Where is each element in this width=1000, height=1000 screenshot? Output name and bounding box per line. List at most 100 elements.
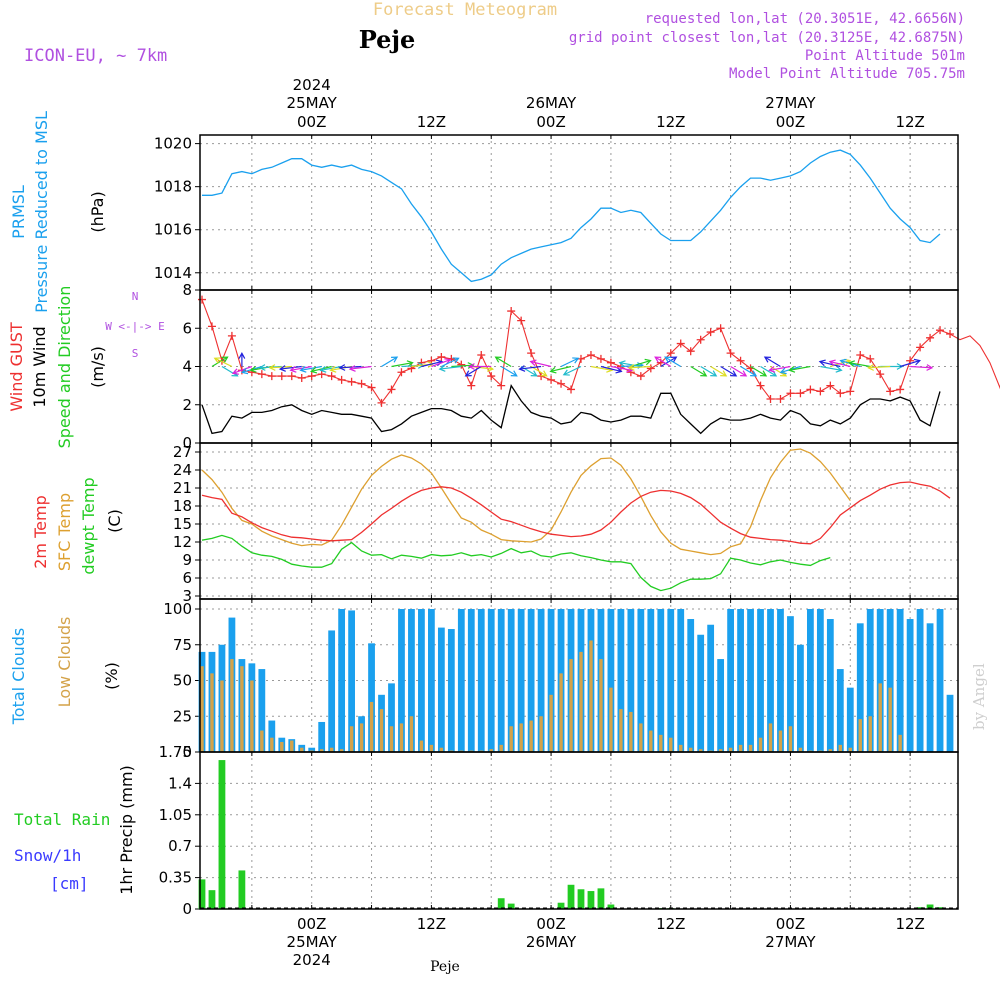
temp-ytick-label: 18 — [173, 497, 192, 515]
wind-dir-arrow — [530, 361, 552, 368]
low-cloud-bar — [230, 659, 234, 752]
model-point-altitude: Model Point Altitude 705.75m — [729, 66, 965, 82]
bottom-date-label: 27MAY — [765, 933, 816, 951]
total-cloud-bar — [797, 644, 804, 752]
gust-marker — [387, 385, 396, 394]
rain-label: Total Rain — [14, 810, 110, 829]
gust-marker — [437, 352, 446, 361]
total-cloud-bar — [916, 609, 924, 752]
gust-marker — [896, 385, 905, 394]
rain-bar — [497, 898, 505, 909]
wind-dir-arrow — [819, 361, 841, 368]
gust-marker — [716, 324, 725, 333]
wind-dir-arrow — [789, 365, 811, 371]
wind-dir-arrowhead — [730, 370, 738, 377]
wind-dir-arrowhead — [348, 365, 356, 372]
bottom-hour-label: 00Z — [536, 915, 565, 933]
wind-dir-arrow — [764, 356, 781, 368]
wind-dir-arrow — [710, 365, 727, 377]
total-cloud-bar — [507, 609, 515, 752]
wind-ytick-label: 4 — [182, 358, 192, 376]
low-cloud-bar — [639, 723, 643, 752]
low-cloud-bar — [509, 726, 513, 752]
low-cloud-bar — [359, 723, 364, 752]
temp-ytick-label: 15 — [173, 515, 192, 533]
total-cloud-bar — [767, 609, 774, 752]
rain-bar — [916, 907, 924, 909]
low-cloud-bar — [718, 749, 723, 752]
low-cloud-bar — [250, 680, 254, 752]
rain-bar — [597, 888, 605, 909]
clouds-ytick-label: 25 — [173, 707, 192, 725]
gust-marker — [816, 387, 825, 396]
low-cloud-bar — [758, 737, 763, 752]
gust-marker — [347, 377, 356, 386]
rain-bar — [557, 902, 565, 909]
low-cloud-bar — [319, 749, 324, 752]
low-cloud-bar — [878, 683, 882, 752]
wind-dir-arrow — [740, 365, 757, 377]
wind-dir-arrowhead — [530, 370, 538, 377]
wind-dir-arrow — [654, 356, 672, 368]
wind-dir-arrowhead — [740, 370, 748, 377]
wind-dir-arrow — [391, 362, 413, 368]
low-cloud-bar — [888, 687, 892, 752]
total-cloud-bar — [747, 609, 754, 752]
wind-dir-arrowhead — [835, 366, 843, 373]
clouds-ytick-label: 50 — [173, 672, 192, 690]
low-cloud-bar — [629, 711, 633, 752]
gust-marker — [796, 389, 805, 398]
top-hour-label: 00Z — [536, 113, 565, 131]
wind-dir-arrowhead — [406, 360, 414, 367]
total-cloud-bar — [896, 609, 904, 752]
low-cloud-bar — [270, 737, 274, 752]
wind-dir-arrow — [600, 365, 622, 372]
gust-marker — [397, 368, 406, 377]
top-date-label: 25MAY — [287, 94, 338, 112]
low-cloud-bar — [210, 673, 214, 752]
total-cloud-bar — [258, 669, 266, 752]
top-hour-label: 12Z — [656, 113, 685, 131]
rain-bar — [577, 889, 585, 909]
wind-dir-arrow — [349, 365, 372, 370]
wind-dir-arrow — [750, 365, 767, 377]
gust-marker — [846, 387, 855, 396]
low-cloud-bar — [868, 716, 872, 752]
wind-dir-arrowhead — [627, 364, 635, 371]
total-cloud-bar — [308, 747, 316, 752]
total-cloud-bar — [607, 609, 615, 752]
wind-dir-arrow — [211, 356, 228, 368]
gust-line — [201, 299, 1000, 404]
low-cloud-bar — [329, 747, 334, 752]
sfc-temp-line — [201, 448, 851, 556]
wind-dir-arrowhead — [779, 367, 787, 375]
gust-marker — [946, 329, 955, 338]
wind-dir-arrow — [465, 365, 482, 377]
grid-point-lonlat: grid point closest lon,lat (20.3125E, 42… — [569, 30, 965, 46]
wind-dir-arrow — [431, 359, 451, 368]
wind-dir-arrowhead — [839, 358, 847, 366]
wind-dir-arrowhead — [240, 367, 249, 375]
pressure-ytick-label: 1014 — [154, 264, 192, 282]
gust-marker — [776, 395, 785, 404]
wind-dir-arrowhead — [780, 370, 788, 377]
total-cloud-bar — [926, 623, 934, 752]
low-cloud-bar — [539, 716, 543, 752]
wind-dir-arrowhead — [818, 359, 826, 367]
low-cloud-bar — [728, 747, 733, 752]
wind-dir-arrow — [619, 362, 641, 368]
gust-marker — [357, 379, 366, 388]
top-hour-label: 12Z — [417, 113, 446, 131]
wind-dir-arrowhead — [464, 370, 472, 377]
low-cloud-bar — [788, 726, 793, 752]
credit-text: by Angel — [970, 663, 988, 730]
total-cloud-bar — [826, 619, 834, 752]
low-cloud-bar — [300, 747, 304, 752]
total-cloud-bar — [816, 609, 824, 752]
low-cloud-bar — [738, 744, 743, 752]
bottom-hour-label: 12Z — [656, 915, 685, 933]
gust-marker — [936, 326, 945, 335]
total-cloud-bar — [497, 609, 505, 752]
total-cloud-bar — [517, 609, 525, 752]
